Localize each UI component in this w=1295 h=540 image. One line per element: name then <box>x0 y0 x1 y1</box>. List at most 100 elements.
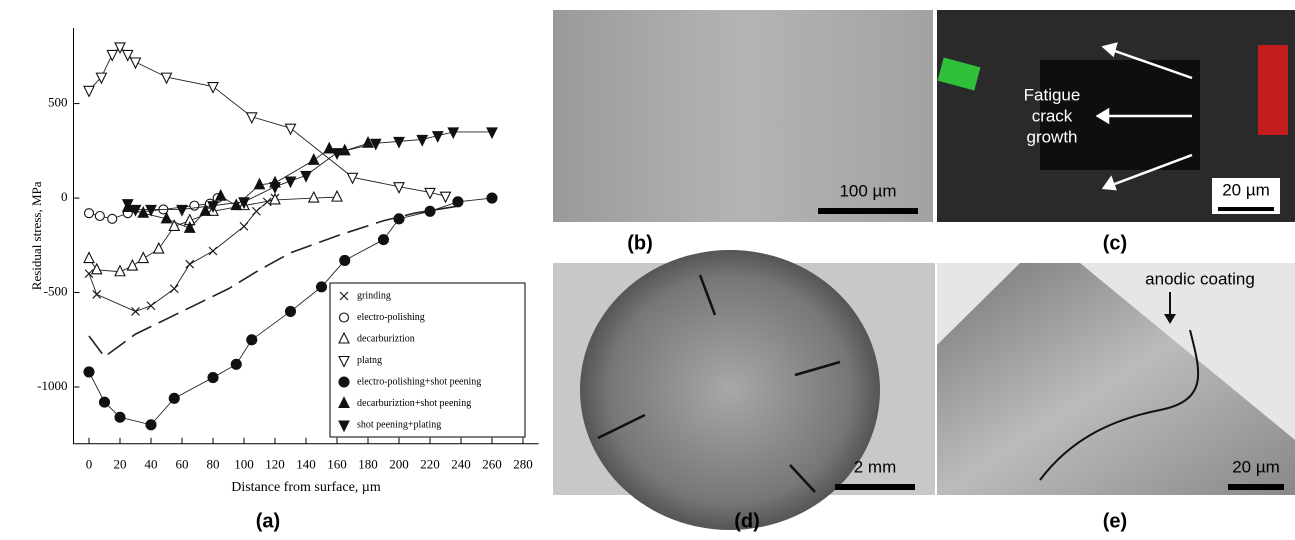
arrows <box>597 274 841 493</box>
marker <box>207 201 219 213</box>
scale-text: 2 mm <box>854 457 897 476</box>
legend-label: decarburiztion+shot peening <box>357 398 471 409</box>
marker <box>145 204 157 217</box>
legend-label: electro-polishing+shot peening <box>357 376 481 387</box>
marker <box>169 284 179 294</box>
y-tick-label: -500 <box>44 284 68 299</box>
marker <box>339 291 349 301</box>
marker <box>129 204 142 217</box>
marker <box>338 331 350 344</box>
x-tick-label: 120 <box>265 457 285 472</box>
red-spot <box>1258 45 1288 135</box>
marker <box>95 72 108 85</box>
marker <box>393 182 405 194</box>
arrows <box>1095 42 1193 191</box>
marker <box>107 213 118 224</box>
marker <box>447 127 460 140</box>
marker <box>106 49 119 62</box>
marker <box>284 123 297 136</box>
marker <box>183 221 196 233</box>
marker <box>208 246 218 256</box>
x-tick-label: 100 <box>234 457 254 472</box>
micrograph <box>553 10 933 222</box>
series-line <box>88 197 493 426</box>
marker <box>199 204 212 216</box>
marker <box>393 136 405 149</box>
panel-label: (e) <box>1103 510 1127 532</box>
marker <box>486 192 498 204</box>
x-tick-label: 200 <box>389 457 409 472</box>
legend <box>329 282 526 438</box>
marker <box>338 420 350 433</box>
marker <box>137 205 150 218</box>
y-tick-label: 0 <box>61 189 68 204</box>
panel-label: (d) <box>734 510 760 532</box>
marker <box>369 138 382 151</box>
annotation: crack <box>1032 106 1073 125</box>
marker <box>160 211 173 224</box>
scale-text: 20 µm <box>1222 180 1270 199</box>
scale-text: 20 µm <box>1232 457 1280 476</box>
x-tick-label: 80 <box>207 457 220 472</box>
marker <box>307 190 320 203</box>
marker <box>83 366 95 378</box>
legend-label: decarburiztion <box>357 333 415 344</box>
x-tick-label: 260 <box>482 457 502 472</box>
marker <box>121 199 134 211</box>
arrowhead <box>1164 314 1176 324</box>
y-tick-label: -1000 <box>37 378 67 393</box>
marker <box>307 153 320 165</box>
marker <box>262 197 272 207</box>
legend-label: shot peening+plating <box>357 419 441 430</box>
marker <box>94 210 105 222</box>
green-spot <box>937 57 981 91</box>
marker <box>131 307 140 316</box>
series-line <box>88 204 462 358</box>
series-line <box>88 46 446 197</box>
marker <box>486 127 498 140</box>
marker <box>331 148 343 160</box>
marker <box>393 213 405 225</box>
annotation: growth <box>1026 127 1077 146</box>
marker <box>168 219 181 231</box>
panel-label: (b) <box>627 232 653 254</box>
marker <box>137 251 150 264</box>
marker <box>338 396 350 409</box>
marker <box>238 197 250 210</box>
legend-label: electro-polishing <box>357 312 425 323</box>
marker <box>269 182 281 194</box>
scale-bar <box>818 208 918 214</box>
marker <box>338 312 350 323</box>
marker <box>246 334 258 346</box>
x-tick-label: 160 <box>327 457 347 472</box>
marker <box>176 204 188 217</box>
marker <box>431 131 444 143</box>
marker <box>83 85 95 98</box>
x-tick-label: 280 <box>513 457 533 472</box>
scale-text: 100 µm <box>839 181 896 200</box>
marker <box>245 112 258 125</box>
marker <box>83 208 95 219</box>
marker <box>146 301 156 311</box>
scale-bar <box>1228 484 1284 490</box>
marker <box>315 281 328 293</box>
series-line <box>127 131 492 210</box>
marker <box>189 200 200 211</box>
marker <box>129 57 142 70</box>
y-axis-label: Residual stress, MPa <box>29 181 44 290</box>
annotation: Fatigue <box>1024 85 1081 104</box>
marker <box>84 269 94 279</box>
marker <box>338 355 350 368</box>
marker <box>439 191 452 204</box>
x-tick-label: 20 <box>114 457 127 472</box>
crack <box>1039 329 1200 481</box>
marker <box>214 188 227 201</box>
marker <box>339 254 351 266</box>
x-tick-label: 40 <box>145 457 158 472</box>
x-tick-label: 240 <box>451 457 471 472</box>
y-tick-label: 500 <box>48 95 68 110</box>
marker <box>230 358 242 370</box>
marker <box>253 177 266 190</box>
x-tick-label: 180 <box>358 457 378 472</box>
